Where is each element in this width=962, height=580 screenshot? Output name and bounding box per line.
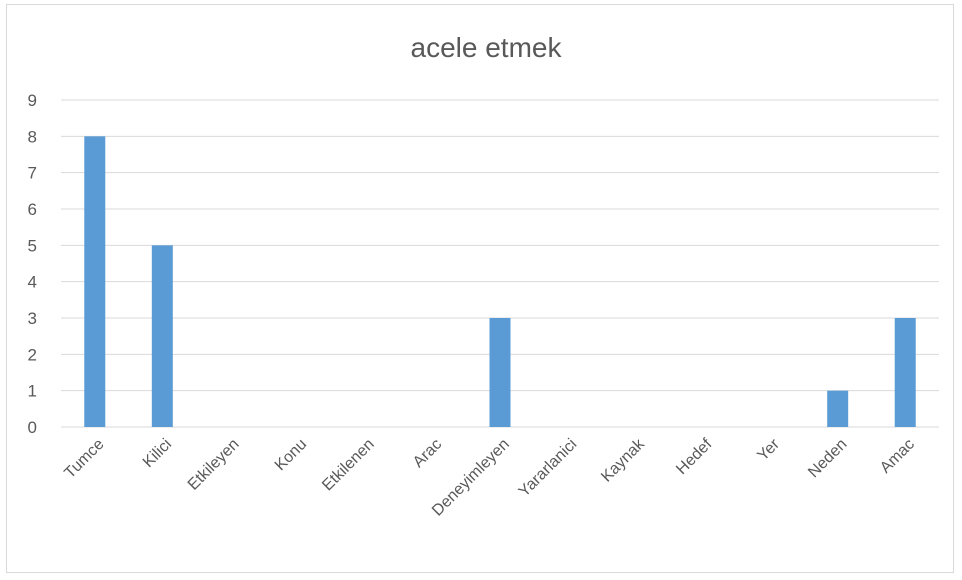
gridlines [61, 99, 939, 428]
chart-frame: acele etmek 0 1 2 3 4 5 6 7 8 9 Tumce Kilici Etkile… [6, 4, 954, 573]
chart-title: acele etmek [411, 32, 563, 63]
y-tick-label: 4 [28, 273, 37, 292]
bar-deneyimleyen [489, 318, 511, 427]
y-tick-label: 6 [28, 200, 37, 219]
x-category-label: Neden [805, 436, 850, 481]
bar-neden [827, 390, 849, 427]
x-category-label: Tumce [61, 436, 107, 482]
y-tick-label: 5 [28, 236, 37, 255]
x-category-label: Konu [272, 436, 310, 474]
y-tick-label: 1 [28, 382, 37, 401]
bar-amac [894, 318, 916, 427]
x-category-label: Yer [754, 435, 783, 464]
x-category-label: Etkilenen [319, 436, 378, 495]
y-tick-label: 0 [28, 418, 37, 437]
x-category-label: Amac [877, 436, 918, 477]
y-tick-label: 3 [28, 309, 37, 328]
y-tick-label: 9 [28, 91, 37, 110]
bar-tumce [84, 136, 106, 428]
y-tick-label: 2 [28, 345, 37, 364]
x-category-label: Kilici [140, 436, 175, 471]
x-category-label: Kaynak [598, 435, 648, 485]
bars [84, 136, 916, 428]
y-axis-ticks: 0 1 2 3 4 5 6 7 8 9 [28, 91, 37, 437]
x-category-label: Etkileyen [185, 436, 243, 494]
x-axis-labels: Tumce Kilici Etkileyen Konu Etkilenen AracDen… [61, 435, 918, 519]
bar-chart: acele etmek 0 1 2 3 4 5 6 7 8 9 Tumce Kilici Etkile… [28, 32, 939, 520]
x-category-label: Yararlanici [516, 436, 581, 501]
x-category-label: Arac [410, 436, 445, 471]
x-category-label: Hedef [673, 435, 716, 478]
bar-kilici [151, 245, 173, 427]
y-tick-label: 7 [28, 164, 37, 183]
y-tick-label: 8 [28, 127, 37, 146]
